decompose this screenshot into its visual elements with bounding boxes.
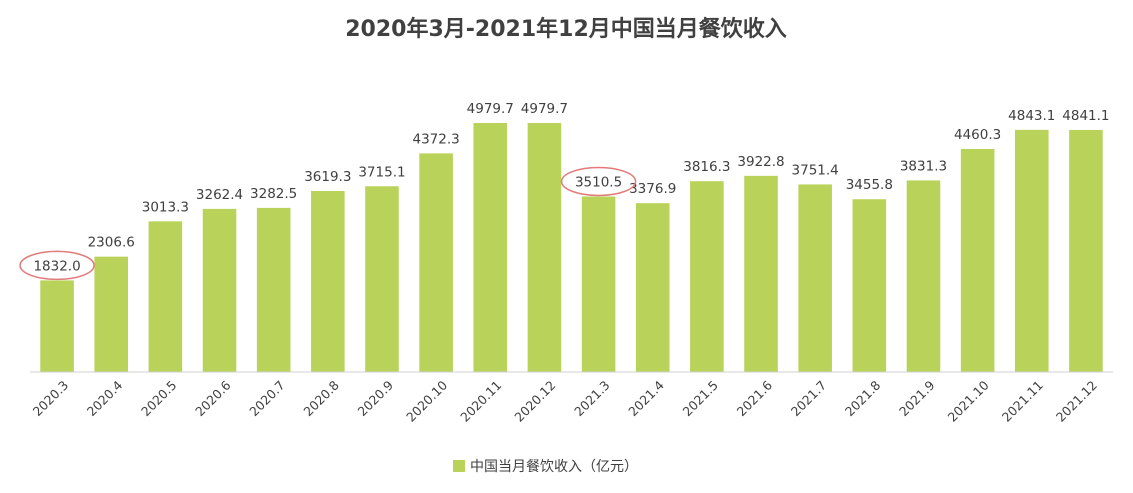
x-tick-2020.12: 2020.12 [511, 378, 558, 425]
bar-2020.5 [148, 221, 183, 372]
x-tick-2020.7: 2020.7 [246, 378, 288, 420]
x-tick-2021.8: 2021.8 [842, 377, 884, 419]
data-label-2020.4: 2306.6 [88, 235, 135, 251]
data-label-2020.10: 4372.3 [413, 131, 460, 147]
data-label-2020.3: 1832.0 [33, 258, 80, 274]
data-label-2021.11: 4843.1 [1008, 108, 1055, 124]
data-label-2021.3: 3510.5 [575, 174, 622, 190]
x-tick-2021.6: 2021.6 [734, 377, 776, 419]
bar-2021.9 [906, 180, 941, 372]
data-label-2020.5: 3013.3 [142, 199, 189, 215]
bar-2020.6 [202, 208, 237, 372]
bar-2020.8 [311, 191, 345, 372]
data-label-2021.12: 4841.1 [1062, 108, 1109, 124]
data-label-2021.7: 3751.4 [792, 162, 839, 178]
x-tick-2021.12: 2021.12 [1053, 378, 1100, 425]
bar-2020.9 [365, 186, 399, 372]
bar-2020.11 [473, 123, 508, 373]
highlight-ellipse-2021.3 [560, 166, 637, 197]
x-tick-2020.11: 2020.11 [457, 378, 504, 425]
data-label-2020.7: 3282.5 [250, 186, 297, 202]
bars-layer [40, 123, 1103, 373]
x-tick-2021.11: 2021.11 [999, 378, 1046, 425]
x-tick-2021.4: 2021.4 [625, 377, 667, 419]
bar-2021.5 [690, 181, 724, 372]
x-tick-2020.8: 2020.8 [300, 377, 342, 419]
bar-2021.3 [581, 196, 616, 372]
data-label-2021.8: 3455.8 [846, 177, 893, 193]
bar-2020.7 [256, 207, 291, 373]
legend: 中国当月餐饮收入（亿元） [453, 459, 638, 475]
data-label-2021.5: 3816.3 [683, 159, 730, 175]
data-label-2021.4: 3376.9 [629, 181, 676, 197]
x-tick-2020.4: 2020.4 [84, 377, 126, 419]
highlight-layer [19, 166, 637, 281]
x-tick-2021.3: 2021.3 [571, 378, 613, 420]
data-label-2021.10: 4460.3 [954, 127, 1001, 143]
legend-swatch [453, 460, 465, 472]
data-label-2020.8: 3619.3 [304, 169, 351, 185]
x-tick-2020.5: 2020.5 [138, 378, 180, 420]
x-tick-2020.6: 2020.6 [192, 377, 234, 419]
bar-2021.11 [1014, 129, 1049, 372]
x-tick-2021.10: 2021.10 [945, 377, 992, 424]
bar-2020.10 [419, 153, 453, 372]
x-tick-2020.9: 2020.9 [355, 377, 397, 419]
legend-label: 中国当月餐饮收入（亿元） [470, 459, 638, 475]
bar-2020.4 [94, 256, 129, 372]
chart-title: 2020年3月-2021年12月中国当月餐饮收入 [345, 16, 787, 42]
bar-2021.12 [1069, 129, 1103, 372]
bar-2021.10 [960, 148, 995, 372]
bar-2021.6 [744, 175, 778, 372]
bar-2021.8 [852, 199, 887, 372]
data-label-2020.6: 3262.4 [196, 187, 243, 203]
data-labels-layer: 1832.0 2306.6 3013.3 3262.4 3282.5 3619.3 3715… [33, 101, 1109, 274]
highlight-ellipse-2020.3 [19, 250, 95, 281]
x-tick-labels: 2020.3 2020.4 2020.5 2020.6 2020.7 2020.8 2020… [30, 377, 1100, 424]
bar-2021.7 [798, 184, 832, 372]
bar-2020.12 [527, 123, 562, 373]
data-label-2021.6: 3922.8 [737, 154, 784, 170]
x-tick-2021.9: 2021.9 [896, 377, 938, 419]
data-label-2020.9: 3715.1 [358, 164, 405, 180]
bar-2020.3 [40, 280, 74, 372]
data-label-2020.11: 4979.7 [467, 101, 514, 117]
x-tick-2020.10: 2020.10 [403, 377, 450, 424]
x-tick-2021.5: 2021.5 [679, 378, 721, 420]
data-label-2020.12: 4979.7 [521, 101, 568, 117]
x-tick-2021.7: 2021.7 [788, 378, 830, 420]
x-tick-2020.3: 2020.3 [30, 378, 72, 420]
data-label-2021.9: 3831.3 [900, 158, 947, 174]
bar-2021.4 [635, 203, 670, 372]
